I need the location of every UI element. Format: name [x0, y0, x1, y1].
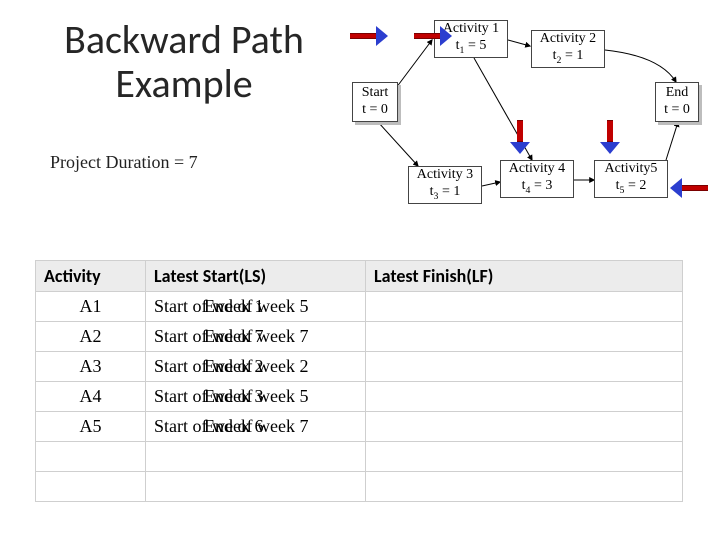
table-row: A4Start of week 3End of week 5 [36, 382, 683, 412]
col-activity: Activity [36, 261, 146, 292]
diagram-node: Activity 4t4 = 3 [500, 160, 574, 198]
pointer-arrow-icon [670, 178, 708, 198]
cell-lf [366, 382, 683, 412]
pointer-arrow-icon [350, 26, 388, 46]
diagram-node: Startt = 0 [352, 82, 398, 122]
table-header-row: Activity Latest Start(LS) Latest Finish(… [36, 261, 683, 292]
cell-activity: A1 [36, 292, 146, 322]
pointer-arrow-icon [414, 26, 452, 46]
cell-lf [366, 292, 683, 322]
table-row: A2Start of week 7End of week 7 [36, 322, 683, 352]
cell-lf [366, 352, 683, 382]
cell-activity: A2 [36, 322, 146, 352]
col-ls: Latest Start(LS) [146, 261, 366, 292]
cell-lf [366, 412, 683, 442]
table-row: A1Start of week 1End of week 5 [36, 292, 683, 322]
pointer-arrow-icon [600, 120, 620, 154]
cell-ls: Start of week 7End of week 7 [146, 322, 366, 352]
table-row: A5Start of week 6End of week 7 [36, 412, 683, 442]
network-diagram: Startt = 0Endt = 0Activity 1t1 = 5Activi… [0, 0, 720, 230]
diagram-node: Activity 2t2 = 1 [531, 30, 605, 68]
table-row-blank [36, 472, 683, 502]
pointer-arrow-icon [510, 120, 530, 154]
diagram-node: Activity 3t3 = 1 [408, 166, 482, 204]
cell-ls: Start of week 6End of week 7 [146, 412, 366, 442]
cell-lf [366, 322, 683, 352]
cell-ls: Start of week 3End of week 5 [146, 382, 366, 412]
cell-ls: Start of week 1End of week 5 [146, 292, 366, 322]
cell-activity: A3 [36, 352, 146, 382]
schedule-table: Activity Latest Start(LS) Latest Finish(… [35, 260, 683, 502]
diagram-node: Endt = 0 [655, 82, 699, 122]
col-lf: Latest Finish(LF) [366, 261, 683, 292]
table-row-blank [36, 442, 683, 472]
table-row: A3Start of week 2End of week 2 [36, 352, 683, 382]
cell-activity: A5 [36, 412, 146, 442]
cell-activity: A4 [36, 382, 146, 412]
cell-ls: Start of week 2End of week 2 [146, 352, 366, 382]
diagram-node: Activity5t5 = 2 [594, 160, 668, 198]
